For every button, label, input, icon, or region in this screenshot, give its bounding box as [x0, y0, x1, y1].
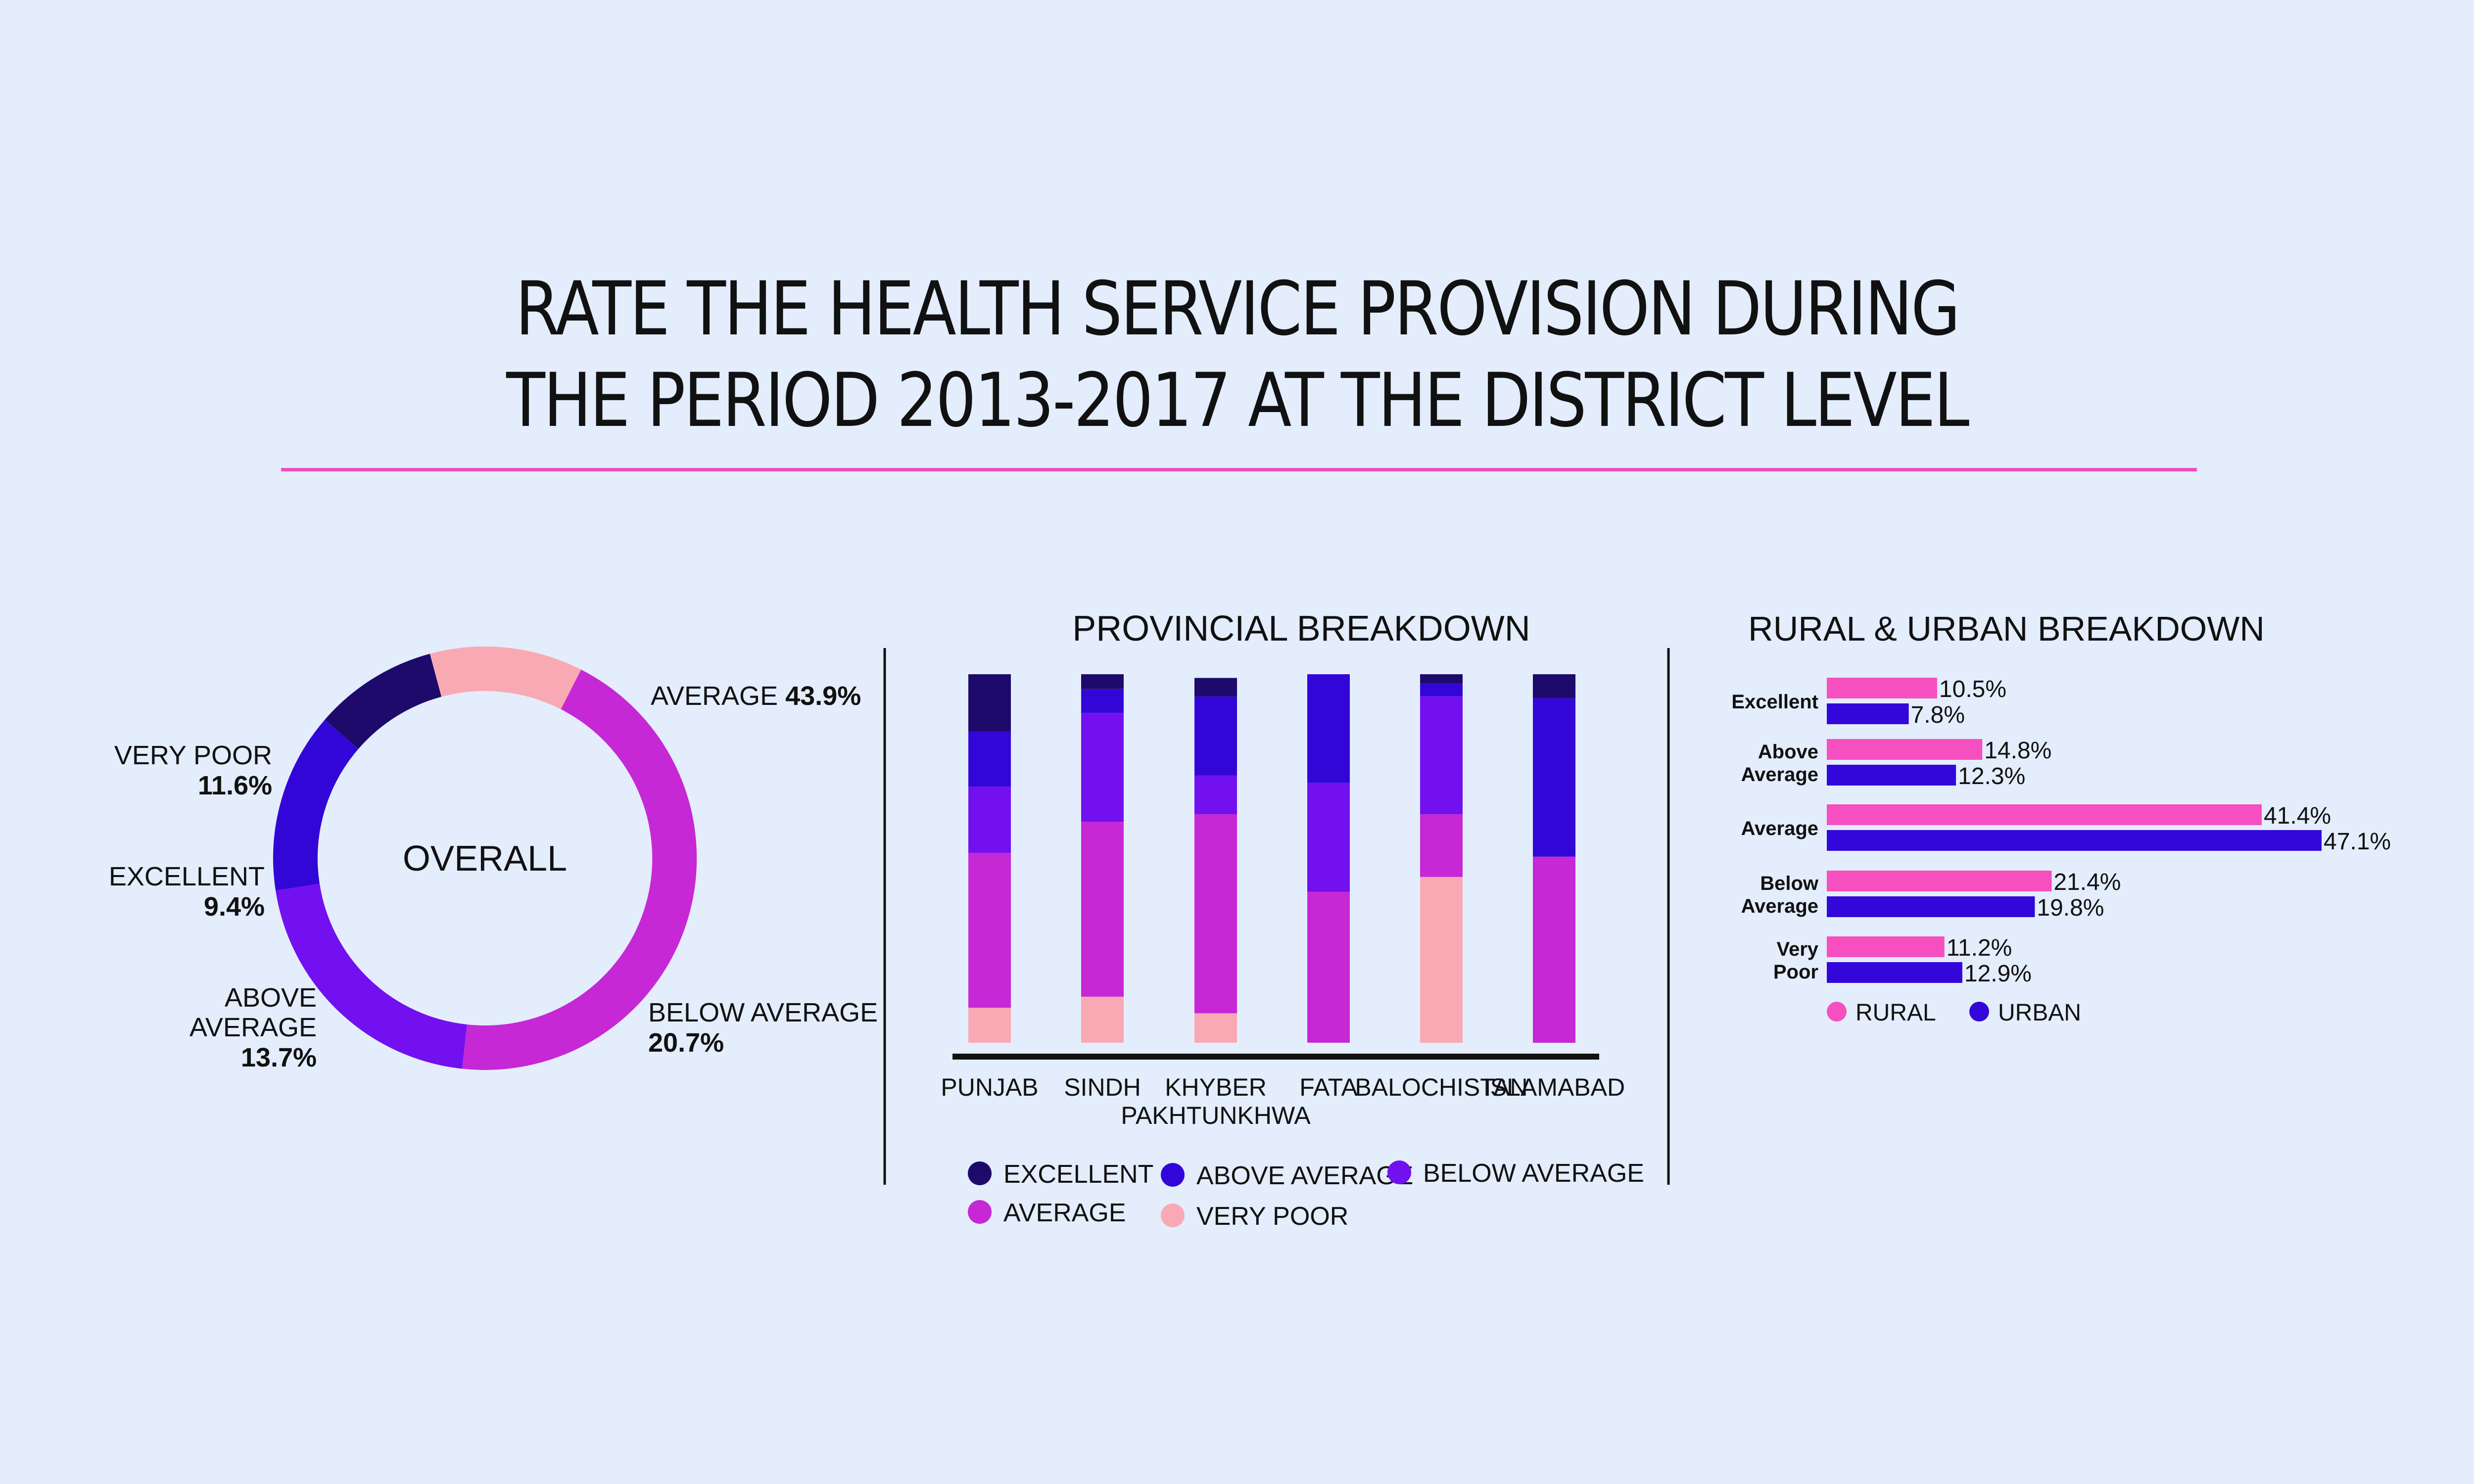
donut-slice-average	[462, 669, 697, 1070]
provincial-title: PROVINCIAL BREAKDOWN	[1072, 609, 1530, 649]
y-tick-label: Poor	[1773, 961, 1818, 983]
bar-segment-below-average	[1194, 775, 1237, 815]
rural-urban-title: RURAL & URBAN BREAKDOWN	[1748, 609, 2265, 648]
donut-slice-very-poor	[429, 647, 581, 710]
legend-swatch-average	[968, 1200, 992, 1224]
bar-rural	[1827, 804, 2262, 825]
x-tick-label: KHYBER	[1165, 1073, 1267, 1101]
bar-rural	[1827, 739, 1983, 760]
legend-label-excellent: EXCELLENT	[1003, 1160, 1153, 1189]
bar-segment-very-poor	[968, 1008, 1011, 1043]
data-label-rural: 41.4%	[2264, 803, 2331, 829]
bar-segment-above-average	[1307, 674, 1350, 783]
legend-label-very-poor: VERY POOR	[1196, 1202, 1348, 1231]
bar-segment-excellent	[1194, 678, 1237, 696]
bar-segment-above-average	[1420, 683, 1463, 696]
bar-urban	[1827, 830, 2322, 851]
legend-label-below-average: BELOW AVERAGE	[1423, 1159, 1644, 1188]
donut-slice-excellent	[325, 653, 442, 749]
y-tick-label: Excellent	[1731, 691, 1818, 713]
donut-label-very-poor: VERY POOR	[114, 741, 272, 770]
x-tick-label: BALOCHISTAN	[1355, 1073, 1527, 1101]
data-label-urban: 12.3%	[1958, 763, 2025, 789]
y-tick-label: Average	[1741, 895, 1818, 917]
data-label-rural: 21.4%	[2053, 869, 2121, 895]
data-label-rural: 11.2%	[1947, 935, 2012, 961]
bar-segment-average	[1420, 814, 1463, 877]
y-tick-label: Below	[1760, 873, 1819, 894]
legend-label-urban: URBAN	[1998, 1000, 2081, 1026]
title-line-2: THE PERIOD 2013-2017 AT THE DISTRICT LEV…	[506, 358, 1969, 444]
donut-label-below-average: BELOW AVERAGE	[648, 998, 878, 1027]
legend-swatch-above-average	[1161, 1163, 1185, 1187]
y-tick-label: Above	[1758, 741, 1818, 763]
legend-swatch-below-average	[1387, 1160, 1411, 1184]
bar-segment-below-average	[1420, 696, 1463, 815]
y-tick-label: Average	[1741, 818, 1818, 839]
x-tick-label: ISLAMABAD	[1483, 1073, 1625, 1101]
data-label-urban: 47.1%	[2324, 829, 2391, 855]
bar-segment-very-poor	[1420, 877, 1463, 1043]
bar-segment-above-average	[1081, 689, 1124, 713]
donut-label-average: AVERAGE 43.9%	[651, 681, 861, 711]
y-tick-label: Average	[1741, 764, 1818, 786]
donut-value-above-average: 13.7%	[241, 1043, 317, 1072]
legend-swatch-urban	[1969, 1002, 1989, 1021]
donut-slice-above-average	[273, 719, 359, 891]
legend-label-above-average: ABOVE AVERAGE	[1196, 1161, 1413, 1190]
legend-swatch-excellent	[968, 1161, 992, 1185]
bar-segment-above-average	[1533, 698, 1575, 857]
donut-center-label: OVERALL	[403, 839, 567, 879]
bar-segment-very-poor	[1081, 996, 1124, 1043]
legend-swatch-rural	[1827, 1002, 1847, 1021]
bar-segment-average	[1194, 814, 1237, 1014]
x-tick-label: PUNJAB	[941, 1073, 1038, 1101]
bar-rural	[1827, 871, 2052, 891]
legend-label-rural: RURAL	[1856, 1000, 1936, 1026]
bar-urban	[1827, 703, 1909, 724]
bar-segment-above-average	[1194, 696, 1237, 776]
data-label-rural: 10.5%	[1939, 676, 2006, 702]
y-tick-label: Very	[1776, 938, 1818, 960]
data-label-urban: 7.8%	[1911, 702, 1965, 728]
bar-urban	[1827, 962, 1962, 983]
bar-rural	[1827, 936, 1945, 957]
bar-segment-very-poor	[1194, 1013, 1237, 1043]
x-tick-label: PAKHTUNKHWA	[1121, 1102, 1311, 1129]
donut-label-excellent: EXCELLENT	[109, 862, 265, 891]
bar-segment-below-average	[1081, 713, 1124, 822]
bar-segment-average	[1081, 822, 1124, 997]
donut-value-excellent: 9.4%	[204, 892, 265, 922]
bar-segment-average	[1307, 891, 1350, 1043]
bar-rural	[1827, 678, 1937, 698]
bar-segment-excellent	[1081, 674, 1124, 689]
bar-segment-average	[968, 853, 1011, 1008]
title-line-1: RATE THE HEALTH SERVICE PROVISION DURING	[515, 266, 1960, 352]
bar-segment-excellent	[968, 674, 1011, 732]
donut-slice-below-average	[276, 883, 468, 1069]
bar-segment-above-average	[968, 731, 1011, 787]
bar-segment-average	[1533, 856, 1575, 1043]
bar-segment-below-average	[968, 787, 1011, 853]
bar-urban	[1827, 765, 1956, 786]
x-tick-label: FATA	[1299, 1073, 1358, 1101]
data-label-rural: 14.8%	[1984, 738, 2051, 764]
donut-label-above-average-1: ABOVE	[225, 983, 317, 1013]
bar-segment-excellent	[1533, 674, 1575, 698]
bar-segment-below-average	[1307, 783, 1350, 892]
donut-value-below-average: 20.7%	[648, 1028, 724, 1058]
bar-urban	[1827, 896, 2035, 917]
data-label-urban: 12.9%	[1964, 961, 2032, 987]
legend-label-average: AVERAGE	[1003, 1199, 1126, 1227]
donut-label-above-average-2: AVERAGE	[190, 1013, 317, 1042]
title-divider	[281, 468, 2197, 471]
donut-value-very-poor: 11.6%	[198, 771, 272, 800]
x-tick-label: SINDH	[1064, 1073, 1141, 1101]
data-label-urban: 19.8%	[2037, 895, 2104, 921]
legend-swatch-very-poor	[1161, 1204, 1185, 1227]
bar-segment-excellent	[1420, 674, 1463, 684]
